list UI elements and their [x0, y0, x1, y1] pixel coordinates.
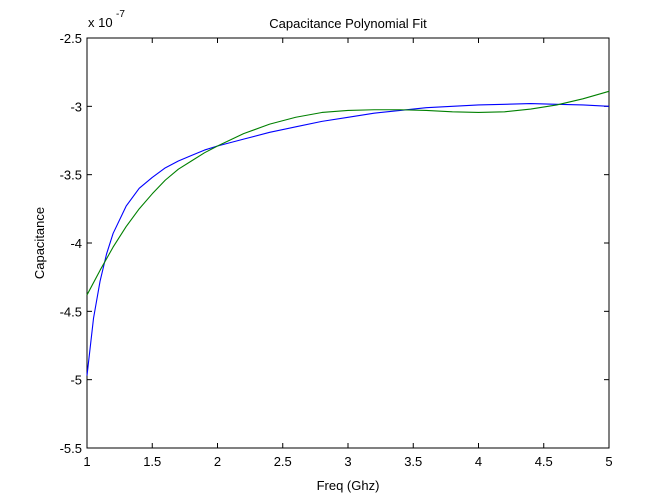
- x-tick-label: 1: [83, 454, 90, 469]
- x-axis-title: Freq (Ghz): [317, 478, 380, 493]
- axis-ticks: 1 1.5 2 2.5 3 3.5 4 4.5 5 -5.5 -5 -4.5 -4 -3.5 -3 -2.5: [60, 31, 613, 469]
- y-multiplier-base: x 10: [88, 15, 113, 30]
- y-tick-label: -4.5: [60, 304, 82, 319]
- x-tick-label: 5: [605, 454, 612, 469]
- x-tick-label: 4.5: [535, 454, 553, 469]
- series-group: [86, 90, 610, 376]
- y-tick-label: -3.5: [60, 168, 82, 183]
- y-tick-label: -4: [70, 236, 82, 251]
- x-tick-label: 4: [475, 454, 482, 469]
- x-tick-label: 3.5: [404, 454, 422, 469]
- y-tick-label: -5: [70, 373, 82, 388]
- x-tick-label: 1.5: [143, 454, 161, 469]
- x-tick-label: 2.5: [274, 454, 292, 469]
- y-tick-label: -5.5: [60, 441, 82, 456]
- series-line-2: [86, 90, 610, 296]
- y-multiplier-exponent: -7: [116, 9, 125, 20]
- plot-area: [86, 37, 610, 449]
- y-tick-label: -2.5: [60, 31, 82, 46]
- chart-title: Capacitance Polynomial Fit: [269, 16, 427, 31]
- series-line-1: [86, 103, 610, 376]
- x-tick-label: 3: [344, 454, 351, 469]
- x-tick-label: 2: [214, 454, 221, 469]
- y-tick-label: -3: [70, 99, 82, 114]
- y-axis-title: Capacitance: [32, 207, 47, 279]
